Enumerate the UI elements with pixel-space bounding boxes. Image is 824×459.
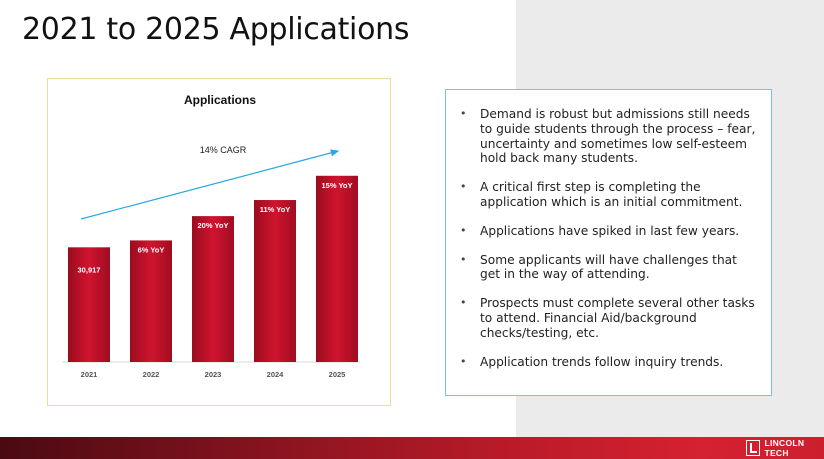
applications-bar-chart: Applications 14% CAGR 30,917 2021 6% YoY 20…	[62, 93, 360, 379]
bullet-dot: •	[460, 252, 467, 266]
bullet-text: Applications have spiked in last few yea…	[480, 223, 740, 238]
bullet-item: • A critical first step is completing the…	[460, 180, 757, 210]
bar-data-label: 20% YoY	[198, 221, 229, 230]
cagr-trend-arrow	[80, 149, 340, 220]
bullet-item: • Some applicants will have challenges th…	[460, 253, 757, 283]
bar-data-label: 11% YoY	[260, 205, 291, 214]
bar-data-label: 6% YoY	[138, 245, 165, 254]
bullet-item: • Application trends follow inquiry trend…	[460, 355, 757, 370]
chart-container: Applications 14% CAGR 30,917 2021 6% YoY 20…	[47, 78, 391, 406]
slide-title: 2021 to 2025 Applications	[22, 12, 410, 47]
bullet-text: Application trends follow inquiry trends…	[480, 354, 724, 369]
bar-data-label: 15% YoY	[322, 181, 353, 190]
bullet-dot: •	[460, 223, 467, 237]
bar-2023	[192, 216, 234, 362]
cagr-annotation: 14% CAGR	[200, 145, 247, 155]
bullet-text: Some applicants will have challenges tha…	[480, 252, 737, 282]
key-points-panel: • Demand is robust but admissions still n…	[445, 89, 772, 396]
bar-2022	[130, 240, 172, 362]
bullet-list: • Demand is robust but admissions still n…	[446, 90, 771, 369]
bullet-dot: •	[460, 180, 467, 194]
footer-bar	[0, 437, 824, 459]
bullet-item: • Prospects must complete several other t…	[460, 296, 757, 340]
bullet-text: Demand is robust but admissions still ne…	[480, 107, 756, 166]
bar-2024	[254, 200, 296, 362]
x-tick-label: 2023	[205, 370, 222, 379]
bullet-dot: •	[460, 354, 467, 368]
bar-2021	[68, 247, 110, 362]
x-tick-label: 2025	[329, 370, 346, 379]
logo-text: LINCOLN TECH	[764, 438, 805, 458]
bullet-item: • Demand is robust but admissions still n…	[460, 107, 757, 166]
bar-data-label: 30,917	[78, 265, 101, 274]
lincoln-tech-logo: LINCOLN TECH	[746, 438, 824, 458]
bar-2025	[316, 175, 358, 362]
x-tick-label: 2022	[143, 370, 160, 379]
x-tick-label: 2024	[267, 370, 285, 379]
bullet-dot: •	[460, 296, 467, 310]
bars-group: 30,917 2021 6% YoY 2022 20% YoY 2023 11% YoY 20…	[68, 175, 358, 379]
logo-icon	[746, 440, 761, 456]
bullet-text: A critical first step is completing the …	[480, 180, 743, 209]
bullet-text: Prospects must complete several other ta…	[480, 296, 755, 340]
chart-title: Applications	[184, 93, 256, 107]
bullet-dot: •	[460, 107, 467, 120]
bullet-item: • Applications have spiked in last few ye…	[460, 224, 757, 239]
x-tick-label: 2021	[81, 370, 98, 379]
